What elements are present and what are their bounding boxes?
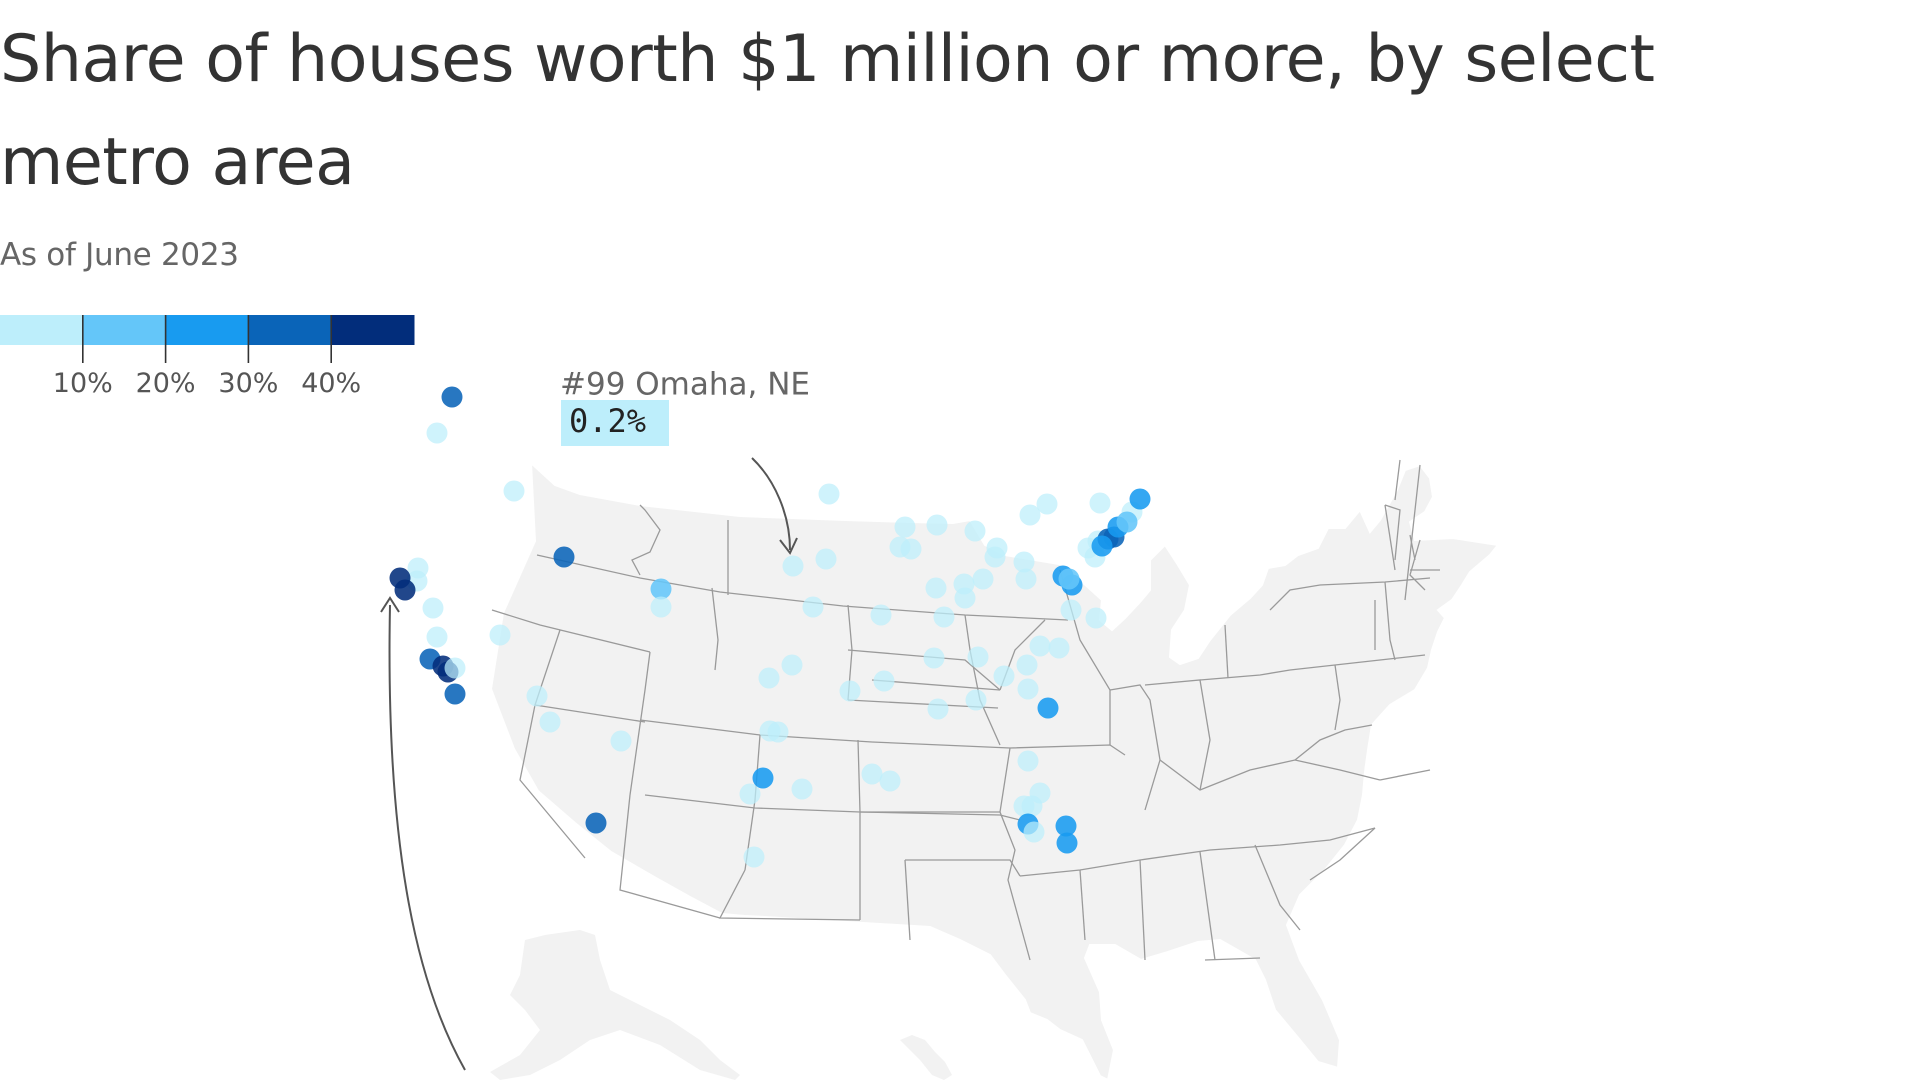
legend-tick-label: 20% (136, 368, 196, 399)
state-borders (491, 459, 1440, 961)
metro-dot[interactable] (743, 846, 765, 868)
metro-dot[interactable] (1060, 599, 1082, 621)
annotation-value: 0.2% (569, 402, 646, 440)
metro-dot[interactable] (861, 763, 883, 785)
annotation-arrowhead-sf (380, 596, 400, 613)
metro-dot[interactable] (933, 606, 955, 628)
metro-dot[interactable] (752, 767, 774, 789)
legend-tick-label: 10% (53, 368, 113, 399)
metro-dot[interactable] (923, 647, 945, 669)
metro-dot[interactable] (1048, 637, 1070, 659)
chart-subtitle: As of June 2023 (0, 237, 239, 273)
metro-dot[interactable] (782, 555, 804, 577)
metro-dot[interactable] (610, 730, 632, 752)
legend-tick-label: 30% (218, 368, 278, 399)
legend-bin-3 (248, 315, 332, 345)
metro-dot[interactable] (1085, 607, 1107, 629)
metro-dot[interactable] (426, 422, 448, 444)
annotation-arrowhead-omaha (779, 537, 798, 555)
metro-dot[interactable] (1091, 535, 1113, 557)
chart-title: Share of houses worth $1 million or more… (0, 22, 1655, 200)
metro-dot[interactable] (1058, 568, 1080, 590)
metro-dot[interactable] (739, 783, 761, 805)
metro-dot[interactable] (802, 596, 824, 618)
metro-dot[interactable] (984, 546, 1006, 568)
metro-dot[interactable] (1056, 832, 1078, 854)
metro-dot[interactable] (1037, 697, 1059, 719)
metro-dot[interactable] (444, 657, 466, 679)
metro-dot[interactable] (879, 770, 901, 792)
metro-dot[interactable] (503, 480, 525, 502)
metro-dot[interactable] (818, 483, 840, 505)
metro-dot[interactable] (972, 568, 994, 590)
metro-dot[interactable] (539, 711, 561, 733)
legend-bin-2 (165, 315, 249, 345)
metro-dot[interactable] (1013, 551, 1035, 573)
metro-dot[interactable] (441, 386, 463, 408)
annotation-label: #99 Omaha, NE (560, 367, 810, 403)
metro-dot[interactable] (489, 624, 511, 646)
metro-dot[interactable] (444, 683, 466, 705)
metro-dot[interactable] (1055, 815, 1077, 837)
metro-dot[interactable] (925, 577, 947, 599)
metro-dot[interactable] (870, 604, 892, 626)
metro-dot[interactable] (965, 689, 987, 711)
legend-bin-1 (82, 315, 167, 345)
legend-bin-4 (331, 315, 415, 345)
hawaii-shape (900, 1035, 952, 1080)
metro-dot[interactable] (1129, 488, 1151, 510)
metro-dot[interactable] (650, 578, 672, 600)
annotation-arrow-omaha (751, 457, 791, 551)
contiguous-us-shape (489, 460, 1500, 1080)
metro-dot[interactable] (1015, 568, 1037, 590)
metro-dot[interactable] (553, 546, 575, 568)
metro-dot[interactable] (1016, 654, 1038, 676)
alaska-shape (490, 930, 740, 1080)
metro-dot[interactable] (791, 778, 813, 800)
metro-dot[interactable] (585, 812, 607, 834)
color-legend: 10% 20% 30% 40% (0, 315, 415, 399)
metro-dot[interactable] (758, 667, 780, 689)
metro-dot[interactable] (967, 646, 989, 668)
metro-dot[interactable] (422, 597, 444, 619)
metro-dot[interactable] (1089, 492, 1111, 514)
legend-bin-0 (0, 315, 84, 345)
metro-dot[interactable] (993, 665, 1015, 687)
metro-dot[interactable] (781, 654, 803, 676)
metro-dot[interactable] (1019, 504, 1041, 526)
metro-dot[interactable] (650, 596, 672, 618)
legend-ticks: 10% 20% 30% 40% (53, 315, 361, 399)
metro-dot[interactable] (767, 721, 789, 743)
metro-dot[interactable] (1036, 493, 1058, 515)
legend-tick-label: 40% (301, 368, 361, 399)
metro-dot[interactable] (1023, 821, 1045, 843)
metro-dot[interactable] (894, 516, 916, 538)
metro-dot[interactable] (964, 520, 986, 542)
metro-dot[interactable] (900, 538, 922, 560)
metro-dot[interactable] (526, 685, 548, 707)
metro-dot[interactable] (927, 698, 949, 720)
metro-dot[interactable] (954, 587, 976, 609)
legend-bins (0, 315, 415, 345)
metro-dot[interactable] (426, 626, 448, 648)
metro-dot[interactable] (394, 579, 416, 601)
metro-dot[interactable] (926, 514, 948, 536)
metro-dot[interactable] (1029, 782, 1051, 804)
metro-dots (389, 386, 1151, 868)
annotation-arrow-sf (388, 604, 466, 1071)
land-layer (489, 460, 1500, 1080)
annotation-value-box (561, 400, 669, 446)
metro-dot[interactable] (839, 680, 861, 702)
metro-dot[interactable] (815, 548, 837, 570)
metro-dot[interactable] (1017, 750, 1039, 772)
metro-dot[interactable] (873, 670, 895, 692)
metro-dot[interactable] (1029, 635, 1051, 657)
metro-dot[interactable] (1116, 511, 1138, 533)
metro-dot[interactable] (1017, 678, 1039, 700)
